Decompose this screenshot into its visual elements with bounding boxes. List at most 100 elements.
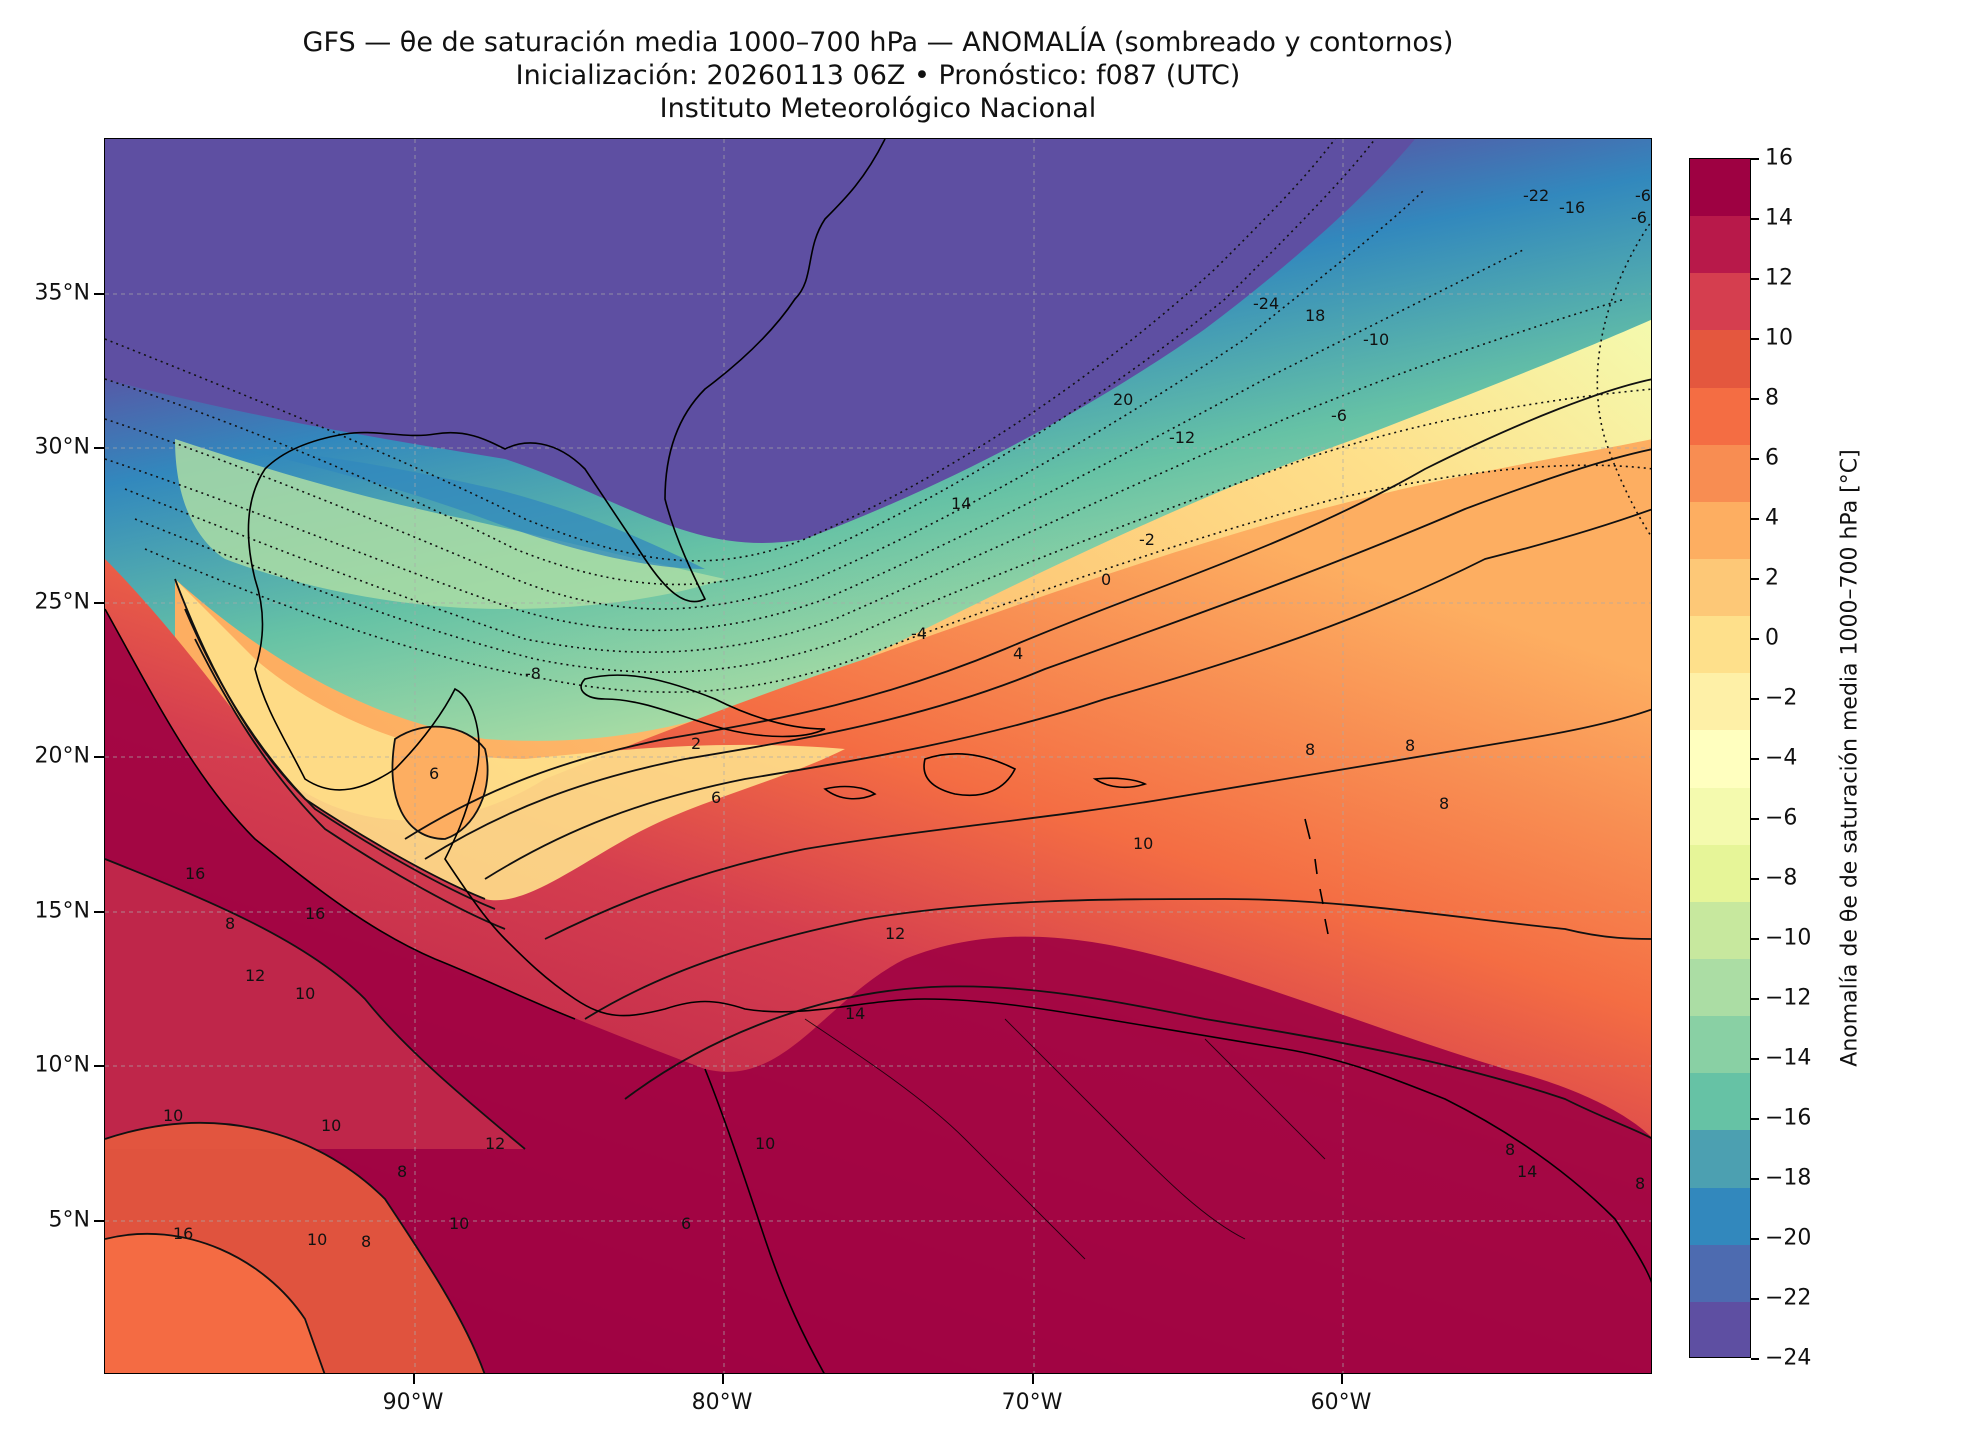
colorbar-tick [1751, 818, 1759, 820]
map-panel: -22 -16 -6 -6 -24 18 -10 20 -6 -12 14 -2 0 4 -4 -8 2 6 6 8 8… [104, 138, 1652, 1374]
colorbar-segment [1690, 1016, 1750, 1075]
contour-label: 16 [173, 1224, 193, 1243]
colorbar-tick [1751, 218, 1759, 220]
contour-label: -6 [1631, 208, 1647, 227]
title-line-3: Instituto Meteorológico Nacional [659, 93, 1097, 124]
lon-tick-70w [1032, 1374, 1034, 1384]
contour-label: 10 [755, 1134, 775, 1153]
colorbar-segment [1690, 1073, 1750, 1132]
colorbar-segment [1690, 1301, 1750, 1357]
us-east-coast [247, 139, 1651, 1284]
contour-label: 8 [397, 1162, 407, 1181]
contour-label: 12 [485, 1134, 505, 1153]
lat-tick-5 [94, 1220, 104, 1222]
lat-label-25: 25°N [34, 589, 90, 615]
title-line-2: Inicialización: 20260113 06Z • Pronóstic… [515, 60, 1241, 91]
jamaica [823, 785, 877, 800]
contour-label: 10 [449, 1214, 469, 1233]
contour-label: 2 [691, 734, 701, 753]
lat-label-30: 30°N [34, 434, 90, 460]
contour-label: 10 [307, 1230, 327, 1249]
lat-tick-30 [94, 447, 104, 449]
colorbar-segment [1690, 1187, 1750, 1246]
colorbar-tick [1751, 998, 1759, 1000]
colorbar-segment [1690, 901, 1750, 960]
colorbar-tick [1751, 1298, 1759, 1300]
colorbar-tick-label: 16 [1765, 145, 1793, 171]
colorbar-tick [1751, 1058, 1759, 1060]
colorbar-segment [1690, 959, 1750, 1018]
colorbar-tick-label: 4 [1765, 505, 1779, 531]
colorbar-tick-label: −16 [1765, 1105, 1812, 1131]
colorbar-tick-label: −6 [1765, 805, 1798, 831]
map-canvas: -22 -16 -6 -6 -24 18 -10 20 -6 -12 14 -2 0 4 -4 -8 2 6 6 8 8… [105, 139, 1651, 1373]
central-america-pacific [105, 608, 576, 1020]
lat-label-35: 35°N [34, 280, 90, 306]
colorbar-tick [1751, 578, 1759, 580]
contour-label: -2 [1139, 530, 1155, 549]
colorbar-tick [1751, 338, 1759, 340]
colorbar-segment [1690, 501, 1750, 560]
lat-label-15: 15°N [34, 898, 90, 924]
lat-tick-10 [94, 1065, 104, 1067]
yucatan-warm-spot [392, 726, 488, 839]
negative-contours [105, 139, 1651, 693]
colorbar-tick-label: −10 [1765, 925, 1812, 951]
colorbar-tick-label: 0 [1765, 625, 1779, 651]
colorbar-segment [1690, 330, 1750, 389]
colorbar-tick [1751, 1178, 1759, 1180]
mild-band-south-pacific-2 [105, 1233, 325, 1373]
warm-band-sea [105, 859, 525, 1149]
contour-label: -6 [1635, 186, 1651, 205]
contour-label: 8 [1405, 736, 1415, 755]
lon-label-80w: 80°W [691, 1390, 753, 1415]
south-america-coast [704, 1068, 825, 1373]
cuba [580, 674, 826, 738]
contour-label: 14 [845, 1004, 865, 1023]
colorbar-tick [1751, 278, 1759, 280]
colorbar-tick-label: −18 [1765, 1165, 1812, 1191]
hispaniola [923, 753, 1017, 796]
contour-label: -10 [1363, 330, 1389, 349]
lon-tick-90w [413, 1374, 415, 1384]
colorbar-tick [1751, 698, 1759, 700]
colorbar-segment [1690, 616, 1750, 675]
colorbar-segment [1690, 159, 1750, 218]
contour-label: -16 [1559, 198, 1585, 217]
colorbar-tick [1751, 458, 1759, 460]
contour-label: 6 [429, 764, 439, 783]
title-line-1: GFS — θe de saturación media 1000–700 hP… [302, 27, 1454, 58]
contour-label: -4 [911, 624, 927, 643]
contour-label: 10 [1133, 834, 1153, 853]
colorbar-tick [1751, 1238, 1759, 1240]
lat-label-5: 5°N [48, 1207, 90, 1233]
lon-tick-80w [722, 1374, 724, 1384]
colorbar-segment [1690, 559, 1750, 618]
contour-label: 8 [225, 914, 235, 933]
contour-label: 8 [1505, 1140, 1515, 1159]
lon-label-70w: 70°W [1001, 1390, 1063, 1415]
colorbar-segment [1690, 1130, 1750, 1189]
contour-label: 0 [1101, 570, 1111, 589]
colorbar [1689, 158, 1751, 1358]
lon-label-90w: 90°W [382, 1390, 444, 1415]
contour-labels: -22 -16 -6 -6 -24 18 -10 20 -6 -12 14 -2 0 4 -4 -8 2 6 6 8 8… [163, 186, 1651, 1251]
hot-core-pacific [105, 609, 1651, 1373]
contour-label: 12 [245, 966, 265, 985]
colorbar-tick [1751, 878, 1759, 880]
contour-label: 8 [361, 1232, 371, 1251]
colorbar-tick [1751, 1118, 1759, 1120]
yucatan-cool-tongue [175, 579, 845, 901]
borders [804, 1018, 1326, 1260]
contour-label: 8 [1439, 794, 1449, 813]
colorbar-segment [1690, 387, 1750, 446]
contour-label: 10 [295, 984, 315, 1003]
colorbar-tick-label: 6 [1765, 445, 1779, 471]
colorbar-tick [1751, 398, 1759, 400]
contour-label: -8 [525, 664, 541, 683]
contour-label: -24 [1253, 294, 1279, 313]
contour-label: 6 [681, 1214, 691, 1233]
contour-label: 12 [885, 924, 905, 943]
lon-label-60w: 60°W [1310, 1390, 1372, 1415]
contour-label: 10 [321, 1116, 341, 1135]
